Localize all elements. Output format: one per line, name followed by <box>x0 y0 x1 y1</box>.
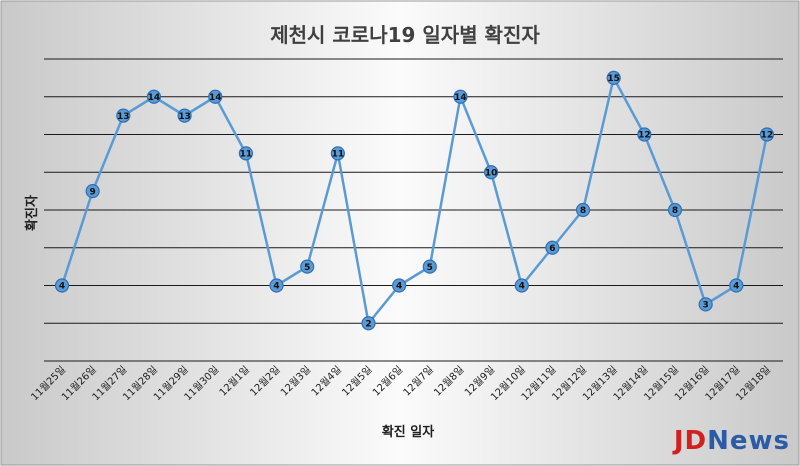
data-point <box>575 202 591 218</box>
data-point <box>146 89 162 104</box>
data-point <box>729 278 744 293</box>
data-point <box>330 146 345 161</box>
data-label: 13 <box>117 112 130 122</box>
data-label: 11 <box>332 150 345 160</box>
data-point <box>208 89 223 104</box>
data-label: 12 <box>638 131 651 141</box>
data-point <box>606 70 621 85</box>
data-point <box>484 165 499 180</box>
data-label: 8 <box>580 206 586 216</box>
data-point <box>54 278 70 293</box>
data-label: 5 <box>427 263 433 273</box>
data-point <box>514 278 529 293</box>
data-label: 4 <box>273 282 279 292</box>
data-point <box>759 127 775 142</box>
data-label: 11 <box>240 150 253 160</box>
data-label: 2 <box>365 319 371 329</box>
data-point <box>85 184 100 199</box>
data-label: 15 <box>607 74 620 84</box>
data-point <box>116 108 131 123</box>
data-point <box>667 202 683 218</box>
data-label: 5 <box>304 263 310 273</box>
data-label: 4 <box>59 282 65 292</box>
data-label: 14 <box>454 93 467 103</box>
data-label: 4 <box>396 282 402 292</box>
data-point <box>698 297 713 312</box>
data-point <box>422 259 437 274</box>
data-label: 10 <box>485 168 498 178</box>
data-label: 13 <box>178 112 191 122</box>
logo-news-text: News <box>707 426 790 456</box>
data-point <box>177 108 192 123</box>
data-points-layer: 4 9 13 14 13 14 11 4 5 11 2 4 5 14 10 4 6 8 15 12 8 3 4 12 <box>54 70 775 331</box>
data-point <box>453 89 468 104</box>
data-label: 6 <box>549 244 555 254</box>
data-point <box>361 316 376 331</box>
data-label: 8 <box>672 206 678 216</box>
data-point <box>300 259 315 274</box>
logo-jd-text: JD <box>673 426 708 456</box>
data-label: 9 <box>90 187 96 197</box>
data-point <box>637 127 652 142</box>
data-label: 4 <box>733 282 739 292</box>
jdnews-logo: JDNews <box>674 426 790 456</box>
data-label: 14 <box>148 93 161 103</box>
data-label: 12 <box>761 131 774 141</box>
chart-title: 제천시 코로나19 일자별 확진자 <box>270 23 540 47</box>
data-label: 3 <box>703 301 709 311</box>
data-point <box>545 240 560 255</box>
data-point <box>392 278 407 293</box>
data-label: 14 <box>209 93 222 103</box>
data-point <box>238 146 253 161</box>
data-label: 4 <box>519 282 525 292</box>
y-axis-title: 확진자 <box>24 195 40 231</box>
data-point <box>269 278 284 293</box>
x-axis-title: 확진 일자 <box>382 424 434 440</box>
